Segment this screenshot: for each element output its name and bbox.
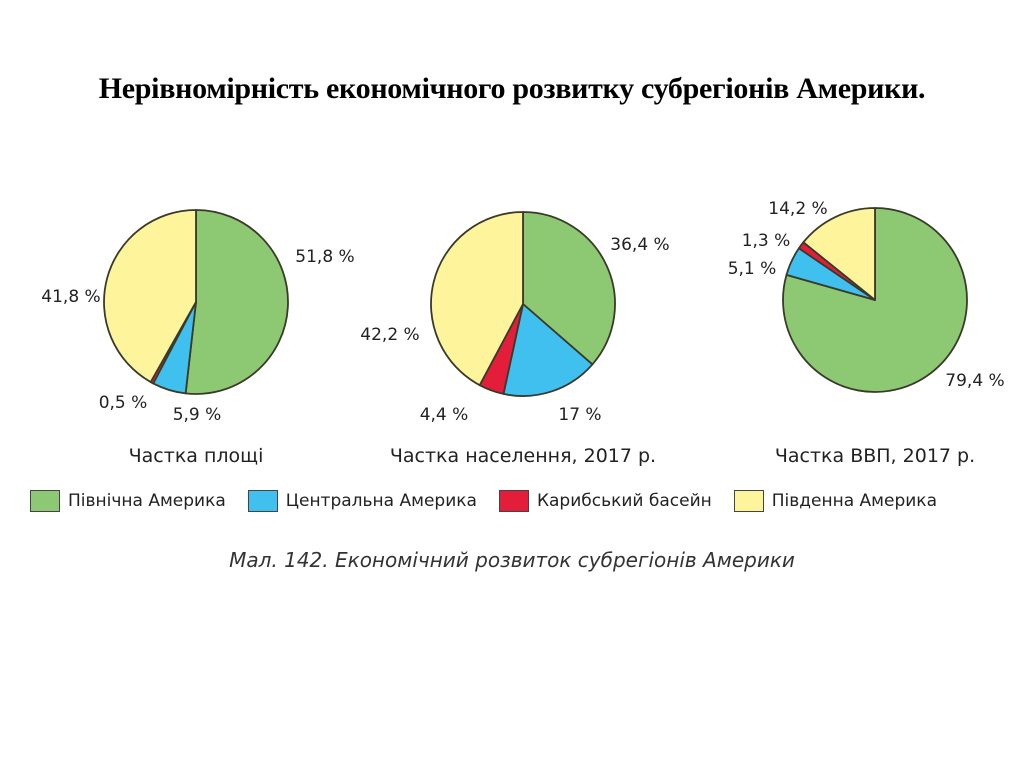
data-label-south: 42,2 % xyxy=(360,325,419,345)
legend-item-caribbean: Карибський басейн xyxy=(498,490,712,512)
data-label-south: 14,2 % xyxy=(768,199,827,219)
data-label-north: 51,8 % xyxy=(295,247,354,267)
legend-label: Північна Америка xyxy=(68,491,226,511)
legend-swatch-south xyxy=(733,490,764,512)
chart-title: Частка населення, 2017 р. xyxy=(390,445,656,467)
legend-label: Центральна Америка xyxy=(285,491,477,511)
data-label-north: 36,4 % xyxy=(610,235,669,255)
chart-title: Частка площі xyxy=(129,445,264,467)
pie-slice-south xyxy=(430,211,524,387)
data-label-caribbean: 0,5 % xyxy=(99,393,148,413)
legend-item-south: Південна Америка xyxy=(733,490,937,512)
pie-slice-central xyxy=(502,303,594,397)
legend-swatch-central xyxy=(247,490,278,512)
data-label-north: 79,4 % xyxy=(945,371,1004,391)
chart-title: Частка ВВП, 2017 р. xyxy=(775,445,975,467)
legend-item-central: Центральна Америка xyxy=(247,490,477,512)
data-label-caribbean: 1,3 % xyxy=(742,231,791,251)
data-label-central: 17 % xyxy=(558,405,601,425)
legend-label: Карибський басейн xyxy=(536,491,712,511)
pie-chart-3: 79,4 % 5,1 % 1,3 % 14,2 % Частка ВВП, 2017 р… xyxy=(728,199,1005,467)
data-label-central: 5,1 % xyxy=(728,259,777,279)
legend-swatch-north xyxy=(30,490,60,512)
data-label-central: 5,9 % xyxy=(173,405,222,425)
legend: Північна Америка Центральна Америка Кари… xyxy=(30,490,959,512)
figure-caption: Мал. 142. Економічний розвиток субрегіон… xyxy=(229,548,795,572)
pie-slice-south xyxy=(802,207,876,301)
page-title: Нерівномірність економічного розвитку су… xyxy=(98,72,926,105)
data-label-caribbean: 4,4 % xyxy=(420,405,469,425)
data-label-south: 41,8 % xyxy=(41,287,100,307)
pie-slice-north xyxy=(782,207,968,393)
legend-label: Південна Америка xyxy=(771,491,937,511)
pie-slice-south xyxy=(103,209,197,383)
legend-swatch-caribbean xyxy=(498,490,529,512)
legend-item-north: Північна Америка xyxy=(30,490,226,512)
pie-chart-2: 36,4 % 17 % 4,4 % 42,2 % Частка населення, 2… xyxy=(360,211,670,467)
pie-slice-north xyxy=(184,209,289,395)
pie-slice-north xyxy=(522,211,616,366)
pie-chart-1: 51,8 % 5,9 % 0,5 % 41,8 % Частка площі xyxy=(41,209,355,467)
